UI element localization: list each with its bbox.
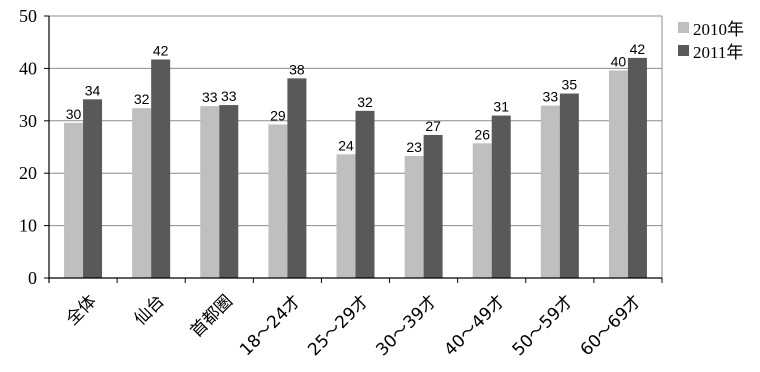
y-tick-label: 40	[19, 58, 37, 78]
data-label: 32	[357, 94, 373, 110]
y-tick-label: 20	[19, 163, 37, 183]
bar-2010年-2	[200, 106, 220, 279]
legend-item-2011: 2011年	[678, 39, 744, 62]
data-label: 33	[543, 89, 559, 105]
data-label: 35	[562, 77, 578, 93]
data-label: 24	[338, 137, 354, 153]
x-tick-label: 全体	[62, 291, 100, 329]
bar-2010年-1	[132, 108, 152, 278]
bar-2011年-7	[559, 93, 579, 278]
bar-2010年-4	[336, 154, 356, 278]
y-tick-label: 10	[19, 216, 37, 236]
data-label: 42	[153, 42, 169, 58]
bar-2011年-2	[219, 105, 239, 278]
data-label: 33	[202, 89, 218, 105]
legend-label-2010: 2010年	[693, 20, 744, 39]
bar-2011年-4	[355, 110, 375, 279]
x-tick-label: 50～59才	[509, 291, 578, 360]
y-tick-label: 30	[19, 111, 37, 131]
data-label: 26	[474, 126, 490, 142]
data-label: 38	[289, 61, 305, 77]
data-label: 23	[406, 139, 422, 155]
bar-2011年-6	[491, 115, 511, 278]
data-label: 34	[85, 82, 101, 98]
bar-2011年-5	[423, 134, 443, 278]
bar-2011年-0	[83, 99, 103, 278]
bar-2010年-8	[608, 70, 628, 278]
bar-2010年-3	[268, 124, 288, 278]
bars	[64, 57, 647, 279]
data-label: 33	[221, 88, 237, 104]
legend: 2010年 2011年	[678, 16, 744, 62]
data-label: 40	[611, 53, 627, 69]
bar-2010年-7	[540, 105, 560, 278]
data-label: 29	[270, 107, 286, 123]
bar-2011年-8	[627, 57, 647, 278]
x-tick-label: 仙台	[131, 291, 169, 329]
x-tick-label: 25～29才	[304, 291, 373, 360]
legend-item-2010: 2010年	[678, 16, 744, 39]
x-tick-label: 30～39才	[372, 291, 441, 360]
legend-label-2011: 2011年	[693, 43, 744, 62]
y-tick-label: 50	[19, 6, 37, 26]
bar-2010年-6	[472, 143, 492, 278]
bar-2011年-1	[151, 59, 171, 278]
x-tick-label: 首都圏	[187, 291, 237, 341]
data-label: 30	[66, 106, 82, 122]
bar-2010年-0	[64, 122, 84, 278]
data-label: 32	[134, 91, 150, 107]
legend-swatch-2010	[678, 22, 689, 33]
y-tick-label: 0	[28, 268, 37, 288]
bar-2010年-5	[404, 155, 424, 278]
data-label: 31	[493, 99, 509, 115]
data-label: 42	[630, 41, 646, 57]
x-tick-label: 18～24才	[236, 291, 305, 360]
x-tick-label: 40～49才	[440, 291, 509, 360]
x-tick-label: 60～69才	[577, 291, 646, 360]
legend-swatch-2011	[678, 45, 689, 56]
bar-2011年-3	[287, 78, 307, 278]
data-label: 27	[425, 118, 441, 134]
